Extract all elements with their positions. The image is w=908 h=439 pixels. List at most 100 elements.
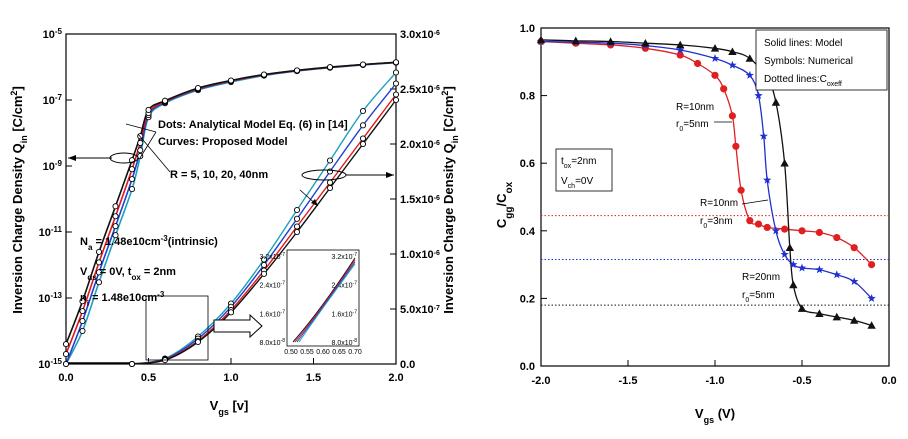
- log-dot: [79, 327, 86, 335]
- numerical-triangle-marker: [815, 309, 824, 317]
- right-y-tick-label: 0.0: [520, 361, 535, 373]
- numerical-star-marker: [759, 131, 768, 140]
- curve-label-r10-r3-line1: R=10nm: [700, 198, 738, 209]
- left-x-tick-label: 0.0: [58, 372, 73, 384]
- log-dot: [137, 139, 144, 146]
- legend-item-solid: Solid lines: Model: [764, 38, 842, 49]
- right-data-markers: [536, 35, 876, 329]
- linear-dot: [260, 270, 268, 277]
- left-y-tick-label: 10-15: [38, 357, 62, 372]
- inset-y-tick-label-right: 1.6x10-7: [332, 309, 358, 318]
- numerical-star-marker: [676, 45, 685, 54]
- right-y-tick-label: 0.6: [520, 158, 535, 170]
- right-y-axis-title: Cgg/Cox: [494, 181, 515, 228]
- log-dot: [79, 298, 86, 305]
- numerical-triangle-marker: [536, 35, 546, 44]
- log-dot: [95, 269, 103, 276]
- right-x-tick-label: -2.0: [532, 375, 551, 387]
- right-y-tick-label: 2.0x10-6: [400, 139, 440, 151]
- numerical-star-marker: [745, 70, 754, 79]
- left-y-tick-label: 10-9: [43, 159, 63, 174]
- log-dot: [112, 213, 119, 220]
- curve-label-r10-r5-line1: R=10nm: [676, 102, 714, 113]
- log-dot: [128, 176, 136, 183]
- inset-curve-R-5nm: [298, 263, 356, 343]
- left-x-tick-label: 2.0: [388, 372, 403, 384]
- numerical-triangle-marker: [789, 280, 798, 289]
- numerical-circle-marker: [732, 142, 740, 150]
- legend-box: Solid lines: Model Symbols: Numerical Do…: [755, 29, 888, 91]
- inset-chart: 0.50 0.55 0.60 0.65 0.70 8.0x10-8 1.6x10-7 2.4x…: [260, 249, 362, 356]
- numerical-circle-marker: [798, 227, 806, 235]
- numerical-star-marker: [728, 60, 737, 69]
- linear-dot: [359, 122, 367, 129]
- legend-item-symbols: Symbols: Numerical: [764, 56, 853, 67]
- right-y-tick-label: 1.0x10-6: [400, 249, 440, 261]
- log-dot: [326, 64, 334, 71]
- inset-frame: [286, 249, 360, 347]
- left-y-tick-label: 10-5: [43, 27, 63, 42]
- inset-curve-R-20nm: [294, 259, 356, 343]
- left-chart-panel: 0.0 0.5 1.0 1.5 2.0 10-15 10-13 10-11 10-9 10-7 10…: [9, 27, 460, 418]
- condition-frame: [555, 148, 613, 192]
- annotation-radius: R = 5, 10, 20, 40nm: [170, 169, 268, 181]
- right-y-tick-label: 0.8: [520, 91, 535, 103]
- log-dot: [79, 308, 86, 315]
- numerical-star-marker: [780, 250, 789, 258]
- right-y-tick-label: 0.4: [520, 226, 536, 238]
- numerical-circle-marker: [728, 112, 737, 120]
- linear-dot: [293, 228, 301, 236]
- right-y-tick-label: 2.5x10-6: [400, 84, 440, 96]
- numerical-triangle-marker: [710, 44, 720, 52]
- numerical-star-marker: [850, 277, 859, 286]
- annotation-ni: ni = 1.48e10cm-3: [80, 290, 165, 308]
- numerical-triangle-marker: [771, 98, 781, 106]
- log-dot: [260, 71, 268, 78]
- legend-frame: [755, 29, 888, 91]
- inset-curve-R-40nm: [292, 257, 356, 343]
- right-x-tick-label: 0.0: [881, 375, 896, 387]
- inset-y-tick-label-right: 3.2x10-7: [332, 252, 358, 261]
- right-y-axis-title: Inversion Charge Density Qin [C/cm2]: [440, 86, 460, 314]
- log-dot: [137, 147, 144, 154]
- log-dot: [227, 77, 235, 84]
- annotation-curves: Curves: Proposed Model: [158, 136, 288, 148]
- linear-dot: [392, 91, 400, 98]
- linear-dot: [227, 309, 235, 316]
- linear-dot: [392, 80, 400, 87]
- right-arrowhead: [386, 172, 394, 178]
- log-dot: [392, 59, 400, 66]
- left-x-axis-title: Vgs [v]: [210, 398, 249, 417]
- inset-x-tick-label: 0.60: [316, 349, 330, 356]
- linear-dot: [359, 135, 367, 142]
- inset-curves: [292, 257, 356, 343]
- left-y-axis-title: Inversion Charge Density Qin [C/cm2]: [9, 86, 29, 314]
- linear-dot: [194, 338, 202, 346]
- log-dot: [95, 248, 103, 255]
- linear-dot: [359, 107, 367, 115]
- inset-y-tick-label-right: 2.4x10-7: [332, 281, 358, 290]
- numerical-star-marker: [754, 91, 763, 100]
- numerical-circle-marker: [720, 85, 728, 93]
- numerical-triangle-marker: [571, 36, 580, 45]
- right-x-tick-label: -0.5: [793, 375, 812, 387]
- numerical-star-marker: [789, 260, 798, 269]
- log-dot: [62, 341, 70, 348]
- log-dot: [293, 67, 301, 74]
- right-y-tick-label: 0.2: [520, 293, 535, 305]
- zoom-region-box: [145, 295, 209, 361]
- right-y-tick-label: 1.0: [520, 23, 535, 35]
- left-y-tick-label: 10-11: [39, 225, 63, 240]
- numerical-triangle-marker: [641, 39, 650, 47]
- right-x-axis-title: Vgs (V): [695, 406, 735, 425]
- inset-curve-R-10nm: [296, 261, 356, 343]
- curve-label-pointer-2: [741, 199, 769, 205]
- log-dot: [128, 166, 136, 173]
- numerical-star-marker: [797, 263, 807, 272]
- numerical-triangle-marker: [606, 37, 615, 45]
- linear-dot: [326, 179, 334, 186]
- numerical-star-marker: [867, 294, 876, 302]
- log-dot: [128, 186, 136, 193]
- inset-y-tick-label-left: 1.6x10-7: [260, 309, 286, 318]
